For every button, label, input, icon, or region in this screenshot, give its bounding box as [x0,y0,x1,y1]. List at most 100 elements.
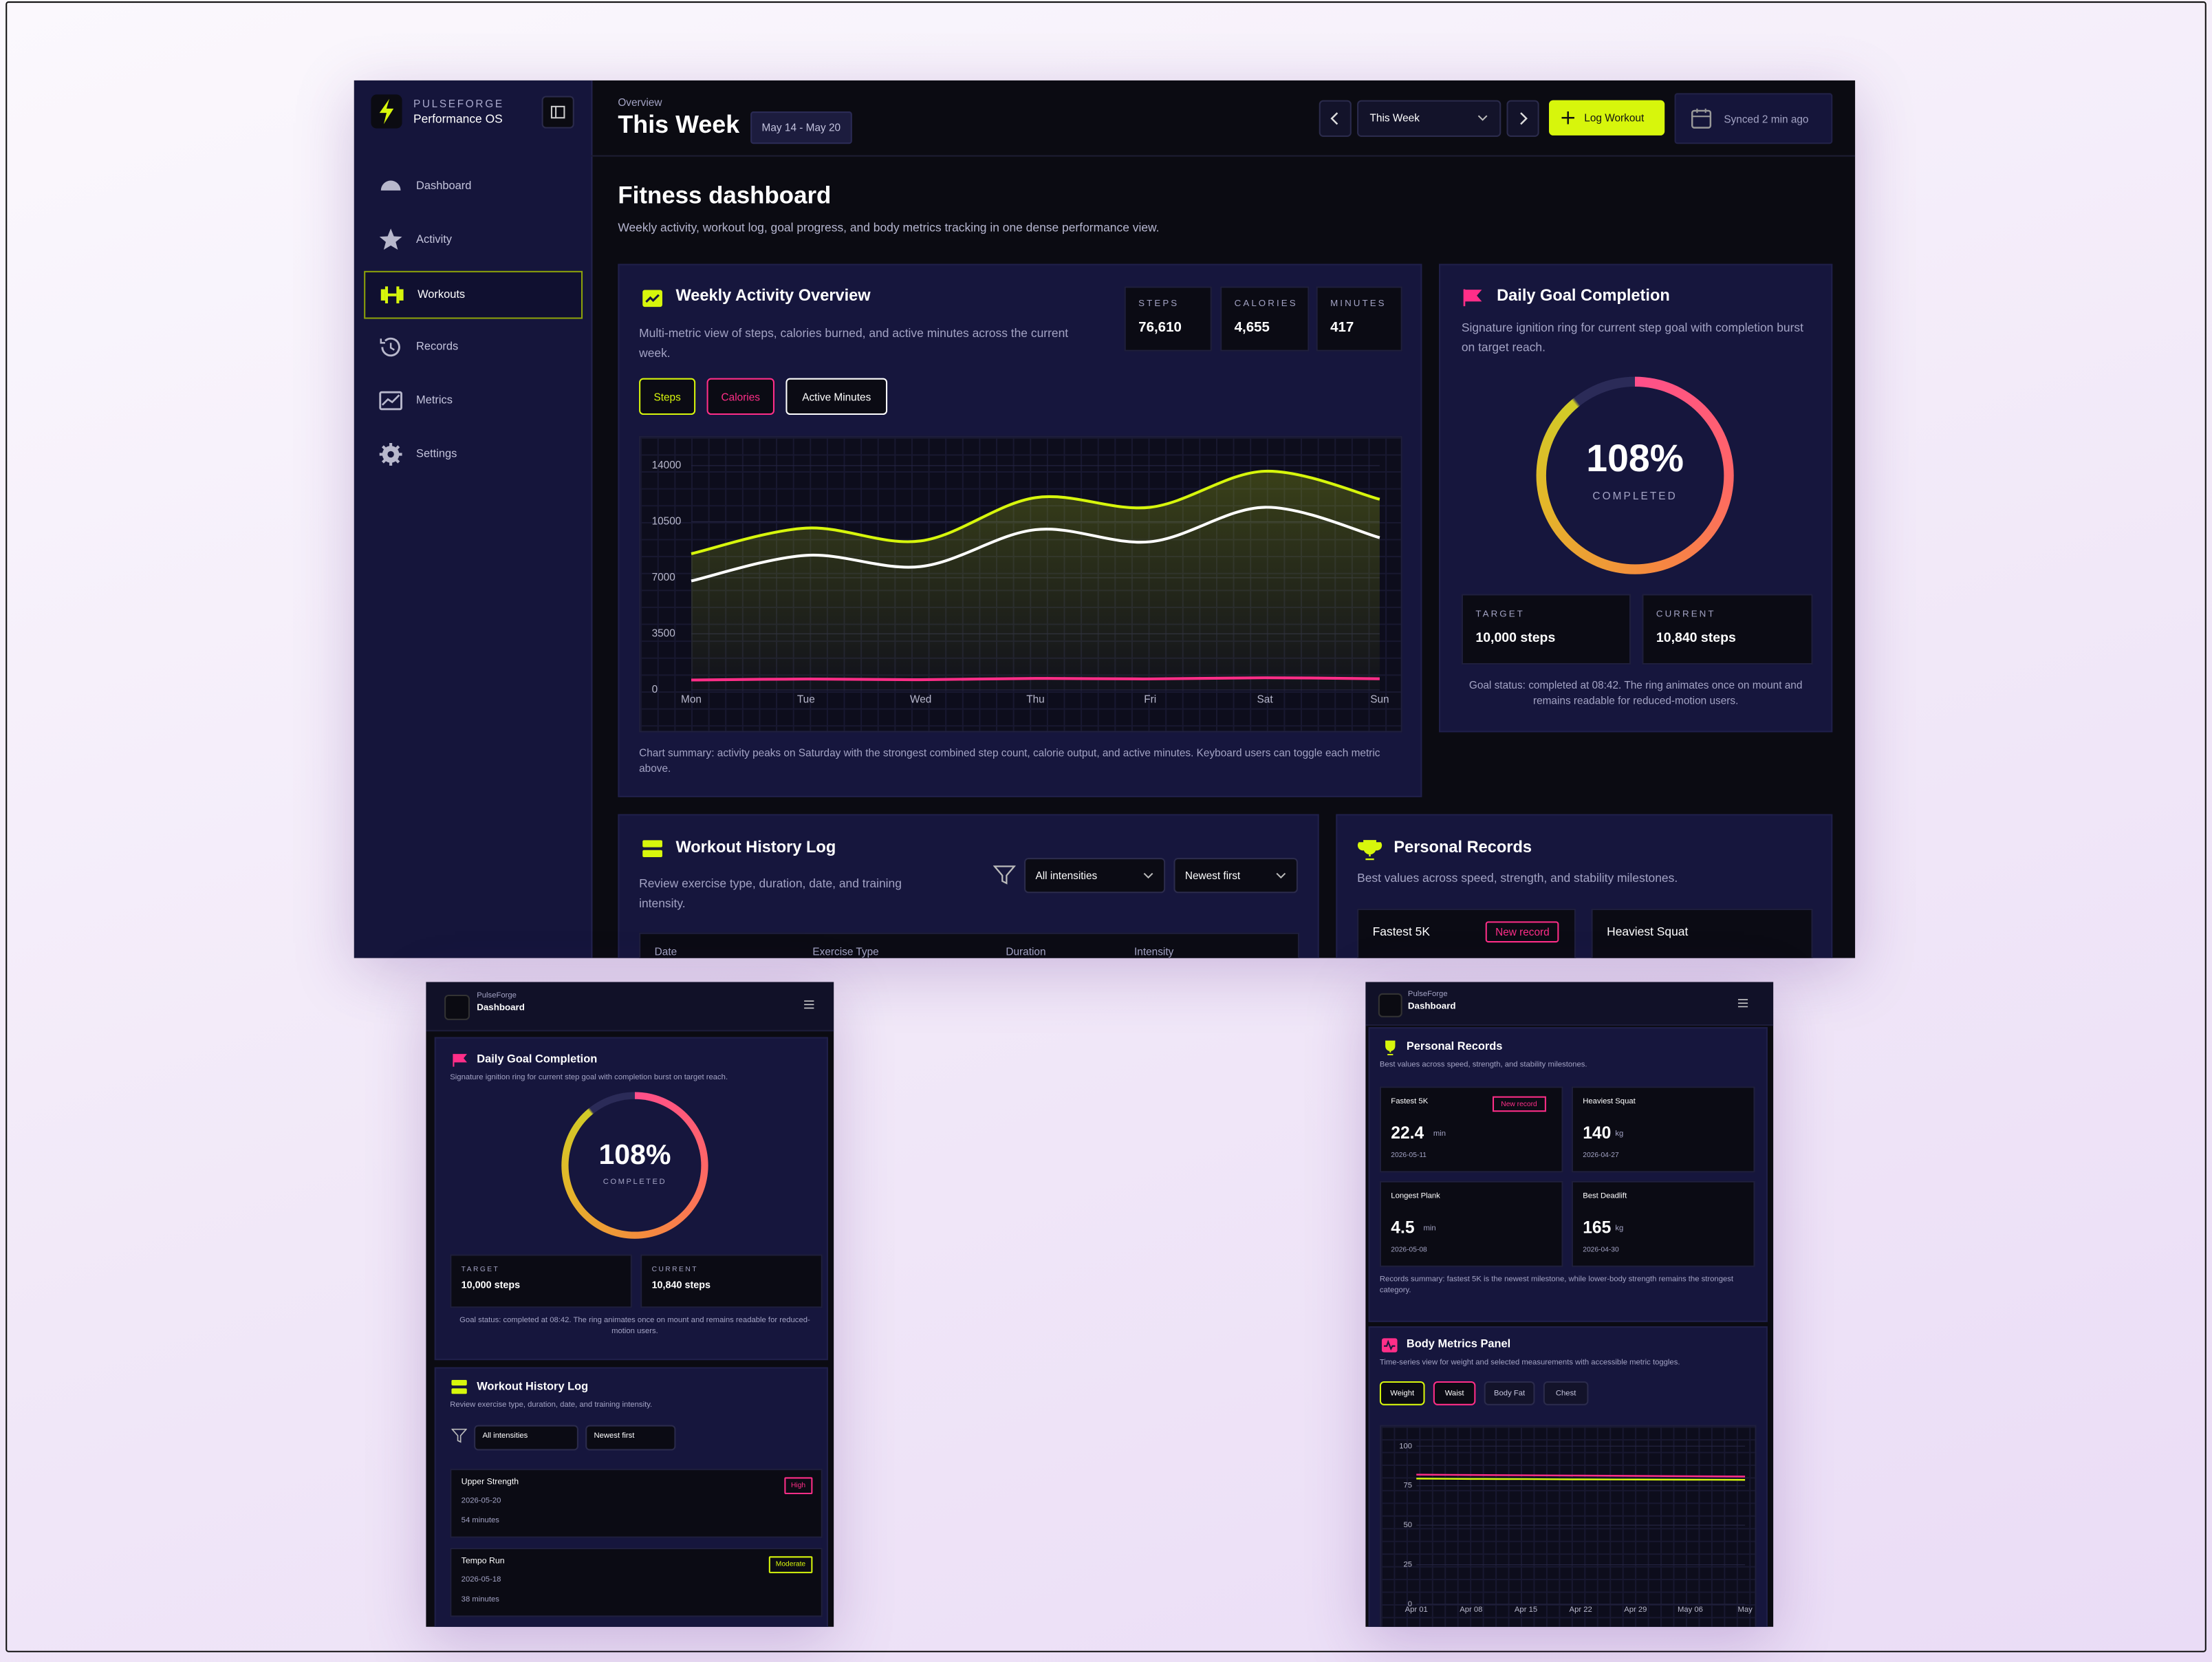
metric-toggle[interactable]: Waist [1433,1381,1476,1405]
mobile-brand: PulseForge [477,991,517,1001]
metric-toggle[interactable]: Steps [639,378,696,415]
intensity-select[interactable]: All intensities [474,1425,578,1451]
metric-toggle-label: Calories [721,391,760,404]
workout-duration: 54 minutes [461,1516,499,1526]
sidebar: PULSEFORGE Performance OS Dashboard Activ… [354,80,593,958]
card-title: Workout History Log [477,1379,589,1393]
collapse-icon [550,105,565,119]
card-description: Review exercise type, duration, date, an… [639,876,902,910]
goal-status: Goal status: completed at 08:42. The rin… [459,1316,810,1337]
mobile-window-goal: PulseForge Dashboard Daily Goal Completi… [426,982,834,1627]
period-select[interactable]: This Week [1357,100,1501,137]
record-name: Heaviest Squat [1583,1097,1636,1106]
current-value: 10,840 steps [1656,630,1736,647]
activity-chart: 0 3500 7000 10500 14000 Mon Tue Wed Thu Fri Sat Sun [652,460,1389,705]
workout-name: Upper Strength [461,1478,519,1487]
metric-toggle[interactable]: Active Minutes [785,378,888,415]
goal-card: Daily Goal Completion Signature ignition… [434,1037,828,1361]
activity-card: Weekly Activity Overview Multi-metric vi… [618,263,1422,797]
previous-button[interactable] [1319,100,1352,137]
metric-toggle[interactable]: Weight [1379,1381,1425,1405]
record-unit: kg [1615,1130,1624,1139]
next-button[interactable] [1506,100,1539,137]
sync-status: Synced 2 min ago [1674,93,1833,144]
target-label: TARGET [1475,609,1525,620]
goal-percent: 108% [598,1140,671,1172]
nav-item[interactable]: Activity [364,217,580,263]
nav-icon [380,337,400,357]
x-tick-label: Apr 15 [1515,1606,1537,1614]
workout-duration: 38 minutes [461,1595,499,1605]
goal-ring-center [568,1099,702,1232]
stat-value: 417 [1330,320,1354,336]
record-value: 165 [1583,1218,1612,1238]
x-tick-label: Apr 22 [1570,1606,1592,1614]
metric-toggle[interactable]: Body Fat [1484,1381,1535,1405]
menu-icon[interactable] [1737,999,1748,1008]
nav-icon [380,180,401,191]
intensity-select[interactable]: All intensities [1024,858,1166,894]
record-unit: min [1433,1130,1446,1139]
nav-icon [380,286,404,303]
card-description: Signature ignition ring for current step… [450,1073,728,1083]
current-label: CURRENT [651,1265,698,1275]
log-icon [451,1379,467,1394]
page-subtitle: Weekly activity, workout log, goal progr… [618,219,1160,235]
intensity-badge: High [783,1477,813,1495]
card-title: Weekly Activity Overview [675,288,871,305]
mobile-page-title: Dashboard [1407,1002,1456,1012]
collapse-button[interactable] [541,96,574,129]
record-item: Longest Plank 4.5 min 2026-05-08 [1379,1180,1563,1267]
nav-item[interactable]: Settings [364,432,580,477]
y-tick-label: 25 [1404,1561,1413,1569]
mobile-page-title: Dashboard [477,1003,525,1013]
metric-toggle[interactable]: Chest [1543,1381,1589,1405]
screenshot-frame [6,1,2206,1652]
chevron-down [1477,115,1488,121]
record-name: Heaviest Squat [1607,924,1689,938]
nav-label: Workouts [418,288,466,301]
card-description: Time-series view for weight and selected… [1379,1359,1680,1368]
metrics-card: Body Metrics Panel Time-series view for … [1368,1326,1768,1627]
metric-toggle-label: Weight [1390,1389,1415,1399]
current-value: 10,840 steps [651,1281,711,1291]
series-line [1416,1478,1746,1481]
card-description: Best values across speed, strength, and … [1379,1061,1587,1070]
metric-toggle[interactable]: Calories [706,378,775,415]
mobile-window-records: PulseForge Dashboard Personal Records Be… [1365,982,1774,1627]
sort-select[interactable]: Newest first [1173,858,1298,894]
y-tick-label: 10500 [652,515,682,527]
workout-card: Workout History Log Review exercise type… [618,814,1319,958]
menu-icon[interactable] [804,1000,814,1009]
goal-card: Daily Goal Completion Signature ignition… [1439,263,1833,733]
nav-item[interactable]: Workouts [364,270,583,319]
card-title: Workout History Log [675,839,836,856]
metric-toggle-label: Steps [653,391,681,404]
record-value: 4.5 [1391,1218,1415,1238]
record-value: 22.4 [1391,1123,1424,1143]
y-tick-label: 3500 [652,627,675,639]
record-date: 2026-05-11 [1391,1151,1427,1160]
card-title: Personal Records [1394,839,1532,856]
intensity-badge: Moderate [768,1556,813,1573]
records-summary: Records summary: fastest 5K is the newes… [1379,1275,1734,1295]
sort-select-value: Newest first [1184,869,1241,882]
mobile-logo [444,994,470,1020]
goal-caption: COMPLETED [1592,489,1678,503]
nav-item[interactable]: Dashboard [364,164,580,209]
goal-ring-center [1546,386,1724,565]
x-tick-label: Tue [797,693,815,705]
log-workout-button[interactable]: Log Workout [1549,100,1665,136]
nav-item[interactable]: Metrics [364,378,580,424]
y-tick-label: 0 [652,684,658,695]
nav-item[interactable]: Records [364,325,580,370]
table-column-header: Intensity [1134,945,1174,958]
plus-icon [1561,111,1574,125]
stat-box: MINUTES 417 [1316,286,1402,352]
nav-label: Records [416,340,459,353]
x-tick-label: Mon [681,693,702,705]
sort-select[interactable]: Newest first [585,1425,676,1451]
flag-icon [453,1054,467,1067]
target-value: 10,000 steps [461,1281,521,1291]
